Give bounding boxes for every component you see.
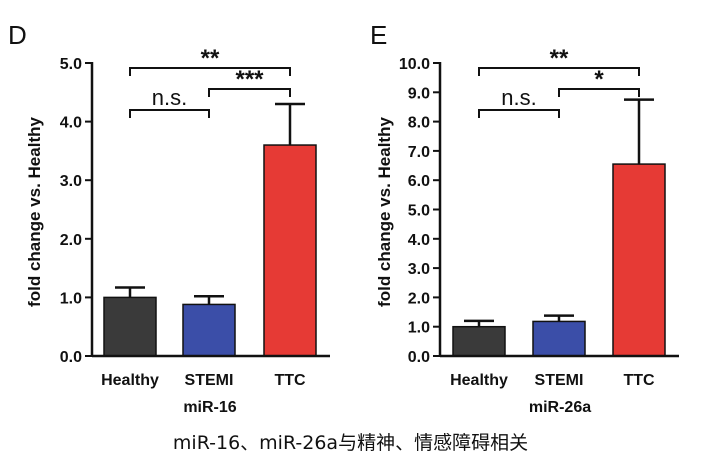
panel-label: D: [8, 20, 27, 50]
y-tick-label: 5.0: [60, 56, 82, 73]
significance-label: **: [550, 45, 569, 72]
figure-caption: miR-16、miR-26a与精神、情感障碍相关: [172, 432, 529, 454]
y-tick-label: 1.0: [60, 290, 82, 307]
y-tick-label: 4.0: [408, 232, 430, 249]
x-tick-label: Healthy: [101, 372, 159, 389]
y-axis-label: fold change vs. Healthy: [375, 117, 394, 307]
significance-label: **: [201, 45, 220, 72]
significance-bracket: [478, 109, 560, 118]
y-tick-label: 0.0: [408, 349, 430, 366]
y-tick-label: 6.0: [408, 173, 430, 190]
significance-label: *: [594, 66, 604, 93]
x-tick-label: STEMI: [535, 372, 584, 389]
y-tick-label: 1.0: [408, 320, 430, 337]
significance-bracket: [208, 88, 291, 97]
y-tick-label: 7.0: [408, 144, 430, 161]
bar-ttc: [612, 163, 666, 357]
bar-healthy: [103, 296, 157, 357]
y-tick-label: 2.0: [408, 290, 430, 307]
x-axis-label: miR-16: [183, 399, 236, 416]
significance-label: ***: [235, 66, 264, 93]
y-tick-label: 2.0: [60, 232, 82, 249]
bar-healthy: [452, 325, 506, 357]
x-tick-label: TTC: [623, 372, 655, 389]
bar-ttc: [263, 144, 317, 357]
y-tick-label: 10.0: [399, 56, 430, 73]
significance-label: n.s.: [152, 85, 187, 110]
y-tick-label: 3.0: [60, 173, 82, 190]
y-tick-label: 0.0: [60, 349, 82, 366]
y-tick-label: 4.0: [60, 115, 82, 132]
significance-bracket: [558, 88, 640, 97]
y-axis-label: fold change vs. Healthy: [25, 117, 44, 307]
significance-bracket: [129, 67, 291, 76]
significance-label: n.s.: [501, 85, 536, 110]
y-tick-label: 8.0: [408, 115, 430, 132]
panel-label: E: [370, 20, 387, 50]
significance-bracket: [129, 109, 210, 118]
x-tick-label: TTC: [274, 372, 306, 389]
y-tick-label: 9.0: [408, 85, 430, 102]
x-axis-label: miR-26a: [529, 399, 591, 416]
x-tick-label: Healthy: [450, 372, 508, 389]
bar-stemi: [532, 320, 586, 357]
x-tick-label: STEMI: [185, 372, 234, 389]
significance-bracket: [478, 67, 640, 76]
bar-stemi: [182, 303, 236, 357]
y-tick-label: 3.0: [408, 261, 430, 278]
y-tick-label: 5.0: [408, 203, 430, 220]
